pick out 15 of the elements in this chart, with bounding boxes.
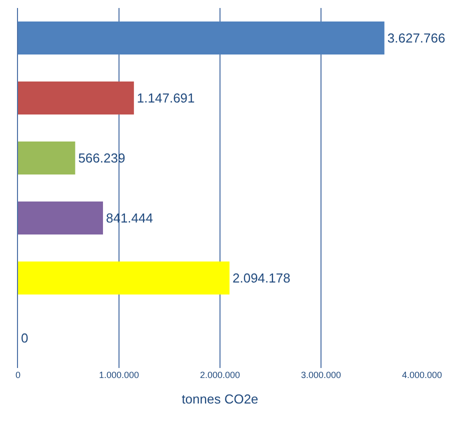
x-tick-label: 0 — [15, 370, 21, 380]
bar — [18, 82, 134, 114]
data-label: 2.094.178 — [232, 270, 290, 286]
x-axis-title: tonnes CO2e — [182, 392, 258, 407]
bar — [18, 262, 230, 294]
bar — [18, 142, 76, 174]
x-tick-label: 4.000.000 — [402, 370, 442, 380]
data-label: 3.627.766 — [387, 30, 446, 46]
x-tick-label: 2.000.000 — [200, 370, 240, 380]
data-label: 1.147.691 — [136, 90, 195, 106]
x-tick-label: 1.000.000 — [98, 370, 140, 380]
bar — [18, 202, 103, 234]
data-label: 0 — [21, 330, 28, 346]
bar — [18, 22, 384, 54]
x-tick-label: 3.000.000 — [300, 370, 342, 380]
